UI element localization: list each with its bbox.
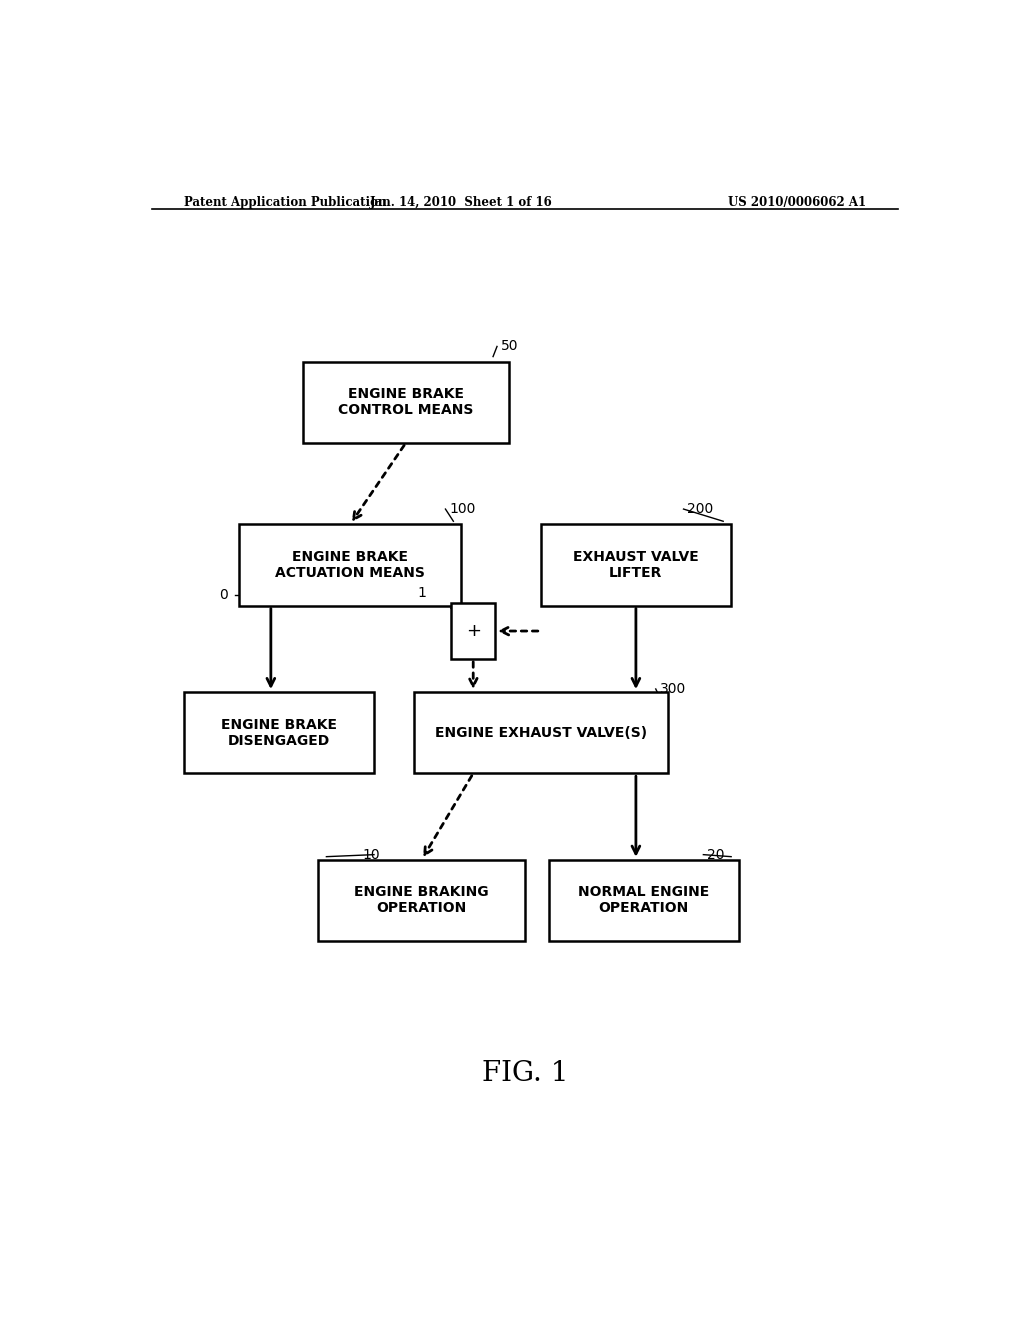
Text: EXHAUST VALVE
LIFTER: EXHAUST VALVE LIFTER <box>573 550 698 579</box>
Text: 1: 1 <box>418 586 427 601</box>
Text: 0: 0 <box>219 589 228 602</box>
Text: ENGINE BRAKE
ACTUATION MEANS: ENGINE BRAKE ACTUATION MEANS <box>275 550 425 579</box>
Text: +: + <box>466 622 480 640</box>
Text: 50: 50 <box>501 339 518 354</box>
Text: ENGINE BRAKE
CONTROL MEANS: ENGINE BRAKE CONTROL MEANS <box>338 387 473 417</box>
Bar <box>183 692 374 774</box>
Bar <box>318 859 524 941</box>
Text: 20: 20 <box>708 847 725 862</box>
Text: Jan. 14, 2010  Sheet 1 of 16: Jan. 14, 2010 Sheet 1 of 16 <box>370 195 553 209</box>
Bar <box>541 524 731 606</box>
Text: 200: 200 <box>687 502 714 516</box>
Text: ENGINE BRAKE
DISENGAGED: ENGINE BRAKE DISENGAGED <box>221 718 337 747</box>
Bar <box>414 692 668 774</box>
Bar <box>452 603 495 659</box>
Bar <box>549 859 739 941</box>
Bar <box>303 362 509 444</box>
Text: Patent Application Publication: Patent Application Publication <box>183 195 386 209</box>
Text: 10: 10 <box>362 847 380 862</box>
Text: ENGINE EXHAUST VALVE(S): ENGINE EXHAUST VALVE(S) <box>434 726 647 739</box>
Text: ENGINE BRAKING
OPERATION: ENGINE BRAKING OPERATION <box>354 886 488 916</box>
Text: NORMAL ENGINE
OPERATION: NORMAL ENGINE OPERATION <box>579 886 710 916</box>
Text: US 2010/0006062 A1: US 2010/0006062 A1 <box>728 195 866 209</box>
Text: 100: 100 <box>450 502 476 516</box>
Text: FIG. 1: FIG. 1 <box>481 1060 568 1086</box>
Text: 300: 300 <box>659 682 686 696</box>
Bar <box>240 524 461 606</box>
